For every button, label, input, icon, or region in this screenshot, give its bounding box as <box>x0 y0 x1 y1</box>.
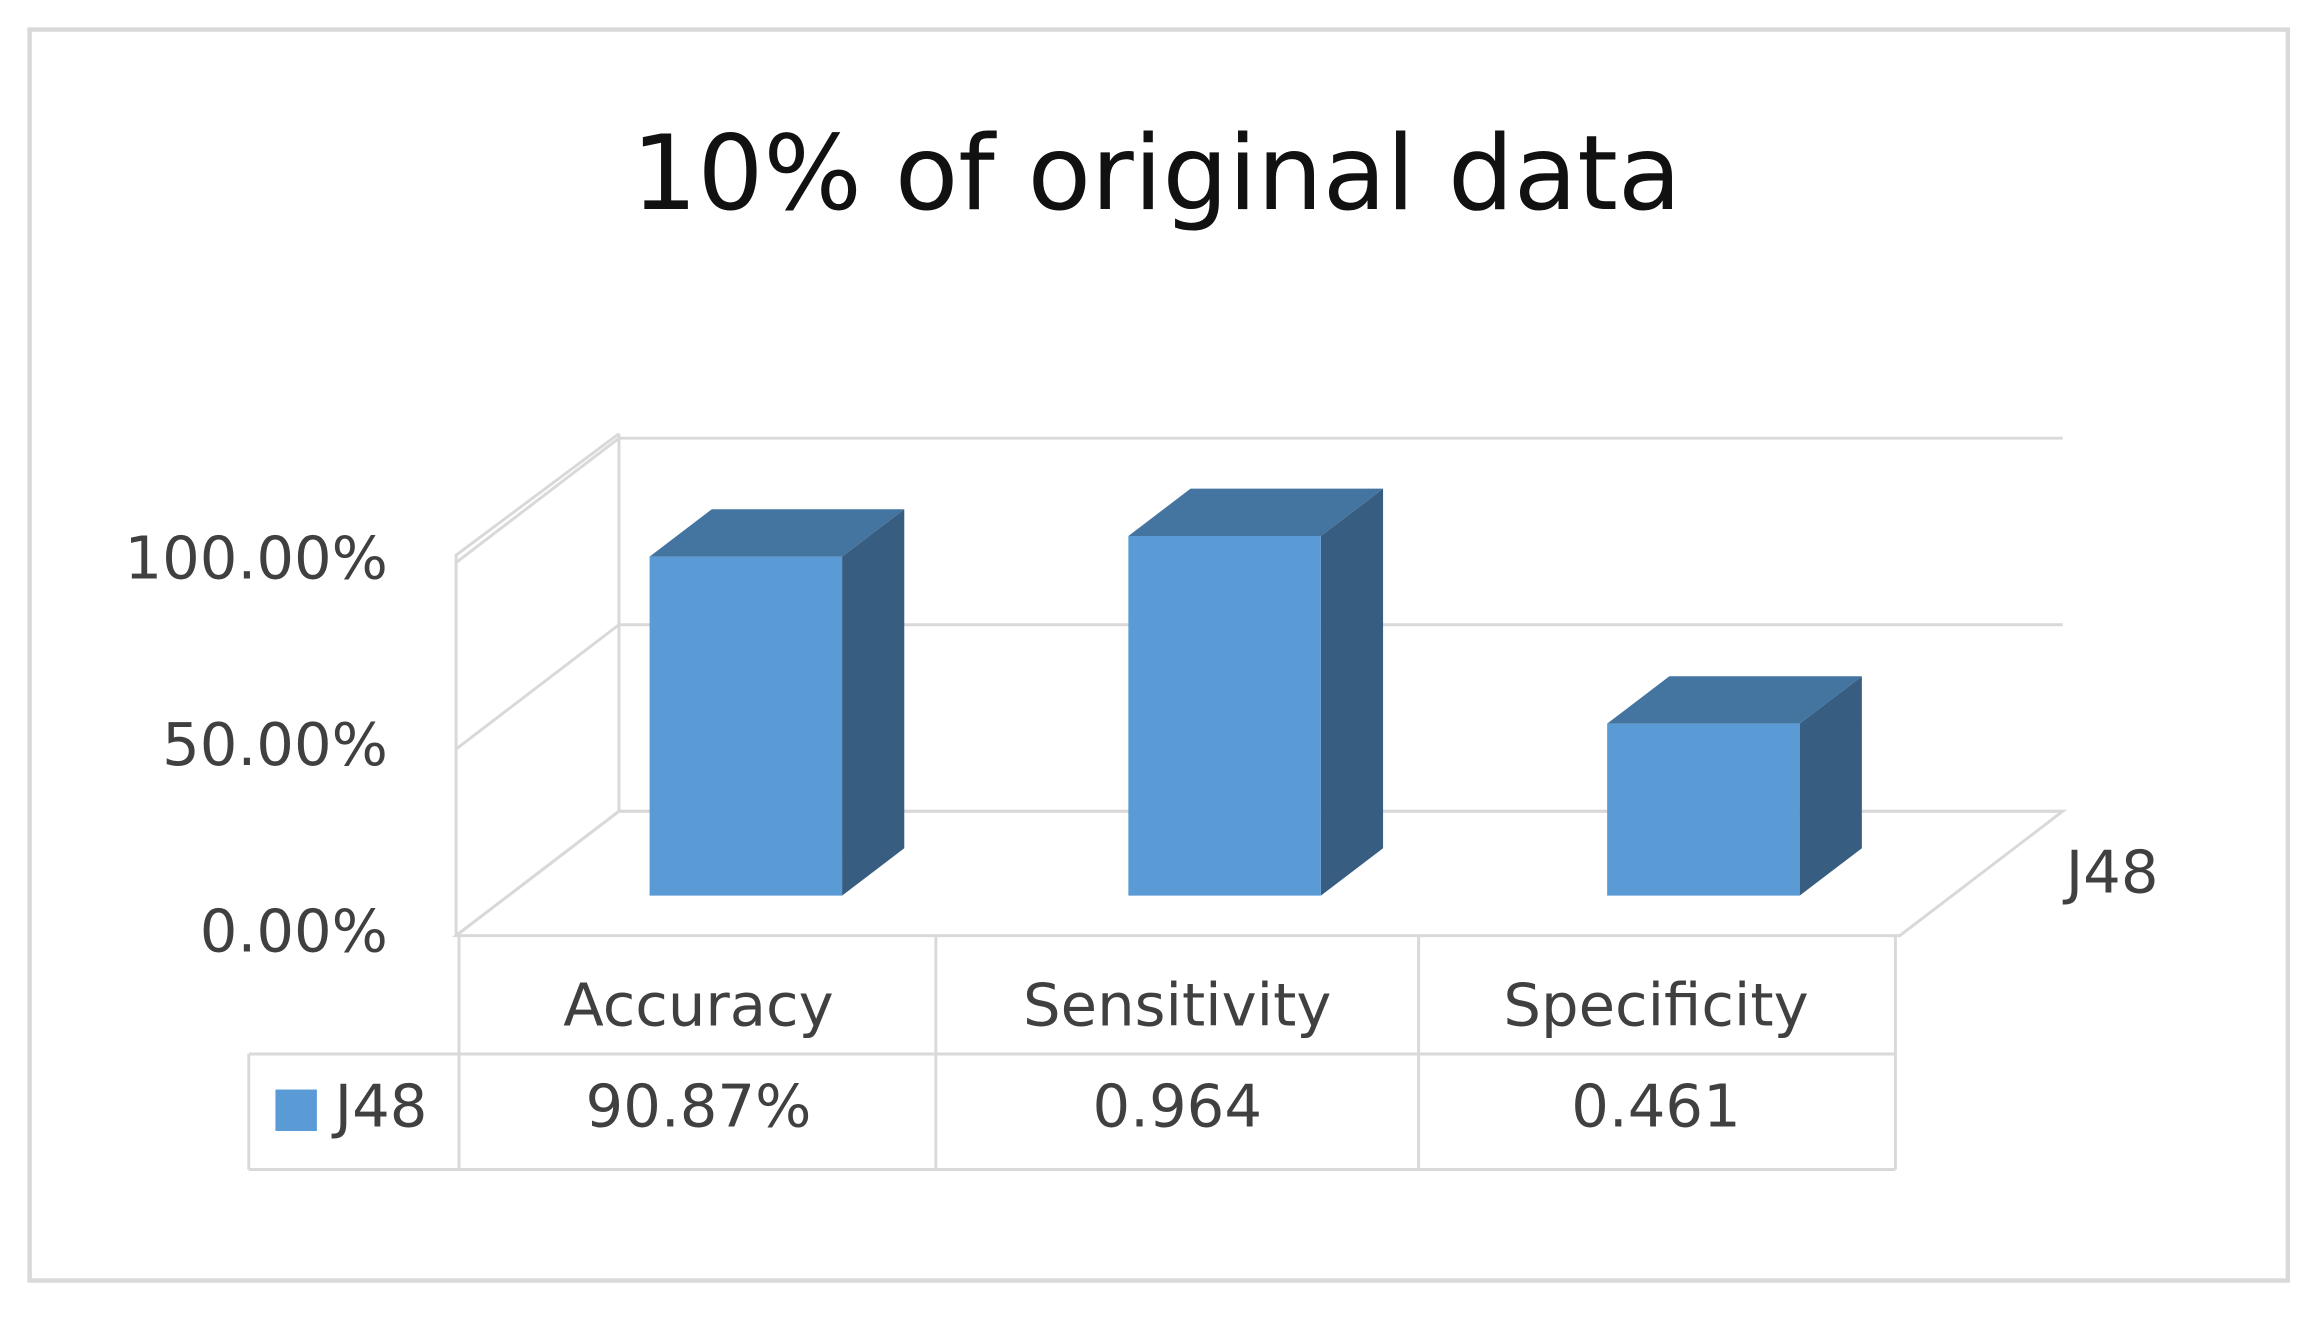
x-tick-label: Sensitivity <box>1023 971 1331 1040</box>
grid-line <box>455 810 620 937</box>
x-tick-label: Accuracy <box>563 971 833 1040</box>
bar-front <box>649 556 843 896</box>
y-tick-label: 100.00% <box>124 524 388 593</box>
bar-side <box>1799 676 1862 896</box>
side-wall <box>454 432 620 936</box>
legend-swatch <box>275 1089 317 1131</box>
y-tick-label: 50.00% <box>162 710 388 779</box>
bar-side <box>1320 488 1384 896</box>
depth-axis-label: J48 <box>2062 837 2159 906</box>
bar <box>1128 488 1384 896</box>
bar-top <box>1128 488 1384 536</box>
bar-top <box>1607 676 1862 724</box>
chart-title: 10% of original data <box>632 114 1682 234</box>
x-tick-label: Specificity <box>1503 971 1808 1040</box>
bar <box>649 509 905 896</box>
grid-line <box>455 623 620 751</box>
bar-top <box>649 509 905 557</box>
table-value: 0.964 <box>1092 1071 1262 1140</box>
table-value: 0.461 <box>1571 1071 1741 1140</box>
table-value: 90.87% <box>586 1071 812 1140</box>
data-table <box>247 935 1897 1171</box>
bar-front <box>1128 535 1321 896</box>
y-tick-label: 0.00% <box>200 897 388 966</box>
bar-front <box>1607 723 1800 896</box>
grid-line <box>455 437 620 564</box>
legend-label: J48 <box>331 1071 428 1140</box>
bar-side <box>842 509 905 896</box>
bar <box>1607 676 1862 896</box>
